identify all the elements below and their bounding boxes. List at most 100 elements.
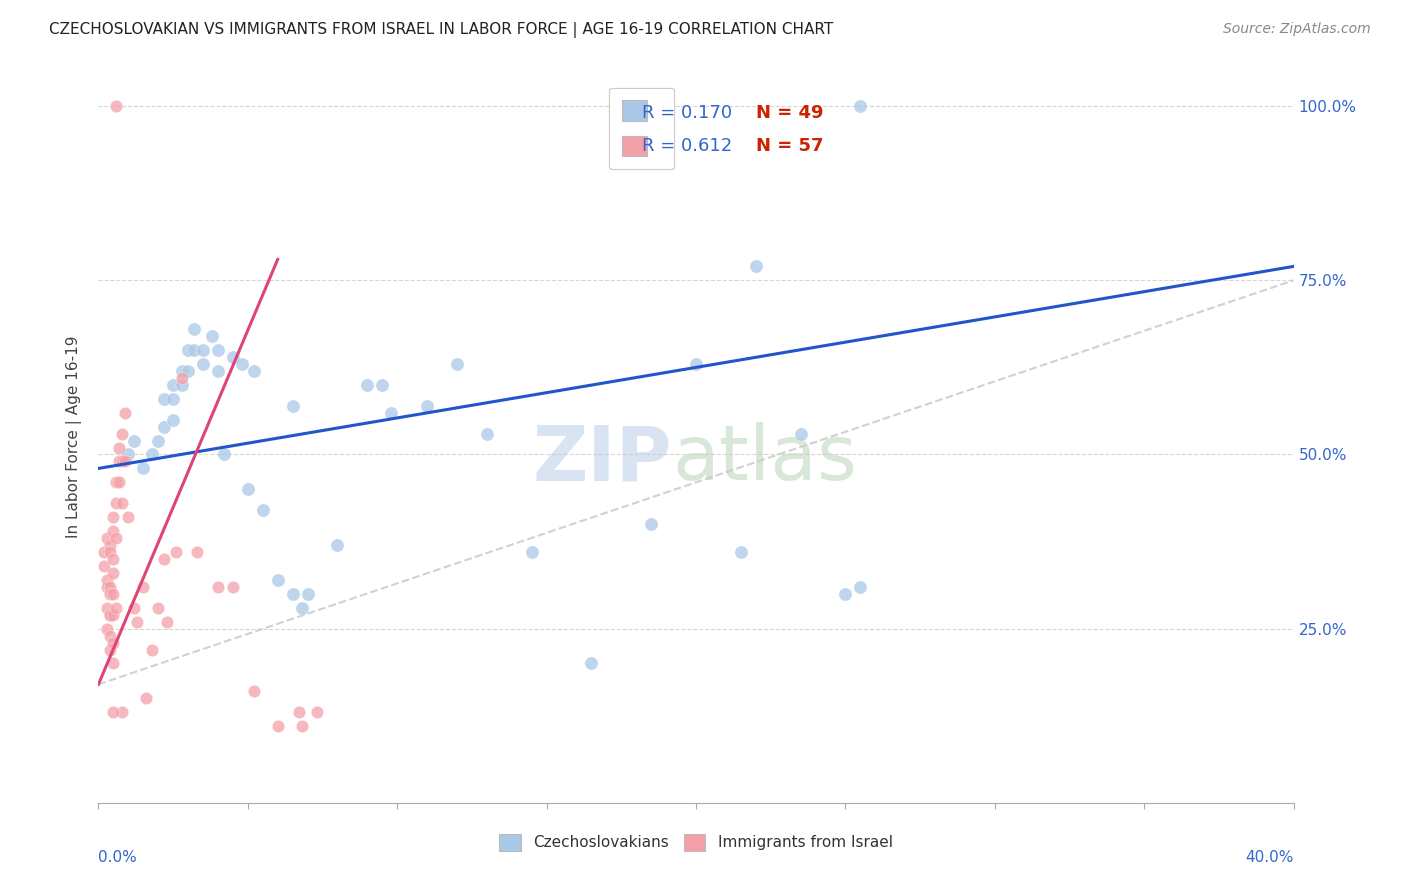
Point <box>100 538 122 552</box>
Text: R = 0.612: R = 0.612 <box>643 137 733 155</box>
Point <box>172 371 194 385</box>
Point <box>96 531 118 545</box>
Point <box>371 377 394 392</box>
Point <box>207 580 229 594</box>
Point <box>148 600 170 615</box>
Point <box>520 545 543 559</box>
Point <box>103 587 125 601</box>
Point <box>93 558 115 573</box>
Point <box>103 635 125 649</box>
Point <box>287 705 309 719</box>
Point <box>191 343 214 357</box>
Point <box>114 406 136 420</box>
Text: N = 49: N = 49 <box>756 104 824 122</box>
Point <box>162 412 184 426</box>
Point <box>103 705 125 719</box>
Point <box>111 454 134 468</box>
Point <box>153 552 176 566</box>
Point <box>212 448 235 462</box>
Point <box>96 573 118 587</box>
Point <box>291 719 314 733</box>
Point <box>132 461 155 475</box>
Point <box>103 510 125 524</box>
Point <box>326 538 349 552</box>
Point <box>156 615 179 629</box>
Point <box>281 587 304 601</box>
Point <box>153 419 176 434</box>
Point <box>207 343 229 357</box>
Point <box>177 343 200 357</box>
Point <box>100 629 122 643</box>
Point <box>141 448 163 462</box>
Point <box>100 545 122 559</box>
Text: 0.0%: 0.0% <box>98 850 138 865</box>
Point <box>103 566 125 580</box>
Point <box>108 441 131 455</box>
Point <box>165 545 187 559</box>
Point <box>100 607 122 622</box>
Point <box>243 364 266 378</box>
Point <box>103 552 125 566</box>
Point <box>96 622 118 636</box>
Point <box>297 587 319 601</box>
Point <box>849 99 872 113</box>
Point <box>745 260 768 274</box>
Point <box>380 406 402 420</box>
Point <box>105 475 128 490</box>
Point <box>243 684 266 698</box>
Point <box>105 99 128 113</box>
Point <box>111 496 134 510</box>
Point <box>153 392 176 406</box>
Point <box>231 357 253 371</box>
Point <box>305 705 328 719</box>
Point <box>252 503 274 517</box>
Point <box>207 364 229 378</box>
Point <box>108 475 131 490</box>
Text: ZIP: ZIP <box>533 422 672 496</box>
Legend: Czechoslovakians, Immigrants from Israel: Czechoslovakians, Immigrants from Israel <box>494 828 898 857</box>
Point <box>291 600 314 615</box>
Point <box>96 600 118 615</box>
Point <box>446 357 468 371</box>
Point <box>222 350 245 364</box>
Text: R = 0.170: R = 0.170 <box>643 104 733 122</box>
Point <box>267 719 290 733</box>
Point <box>108 454 131 468</box>
Point <box>172 364 194 378</box>
Point <box>117 448 139 462</box>
Point <box>148 434 170 448</box>
Text: 40.0%: 40.0% <box>1246 850 1294 865</box>
Point <box>186 545 208 559</box>
Point <box>114 454 136 468</box>
Point <box>105 496 128 510</box>
Point <box>135 691 157 706</box>
Point <box>111 705 134 719</box>
Point <box>222 580 245 594</box>
Point <box>416 399 439 413</box>
Point <box>100 607 122 622</box>
Point <box>100 580 122 594</box>
Point <box>834 587 856 601</box>
Point <box>132 580 155 594</box>
Point <box>127 615 149 629</box>
Point <box>105 600 128 615</box>
Point <box>96 580 118 594</box>
Point <box>141 642 163 657</box>
Point <box>100 587 122 601</box>
Point <box>183 322 205 336</box>
Point <box>103 524 125 538</box>
Text: atlas: atlas <box>672 422 856 496</box>
Point <box>172 377 194 392</box>
Text: CZECHOSLOVAKIAN VS IMMIGRANTS FROM ISRAEL IN LABOR FORCE | AGE 16-19 CORRELATION: CZECHOSLOVAKIAN VS IMMIGRANTS FROM ISRAE… <box>49 22 834 38</box>
Point <box>581 657 603 671</box>
Point <box>267 573 290 587</box>
Point <box>103 607 125 622</box>
Point <box>236 483 259 497</box>
Point <box>201 329 224 343</box>
Point <box>191 357 214 371</box>
Point <box>849 580 872 594</box>
Point <box>124 434 146 448</box>
Point <box>685 357 707 371</box>
Point <box>281 399 304 413</box>
Point <box>162 392 184 406</box>
